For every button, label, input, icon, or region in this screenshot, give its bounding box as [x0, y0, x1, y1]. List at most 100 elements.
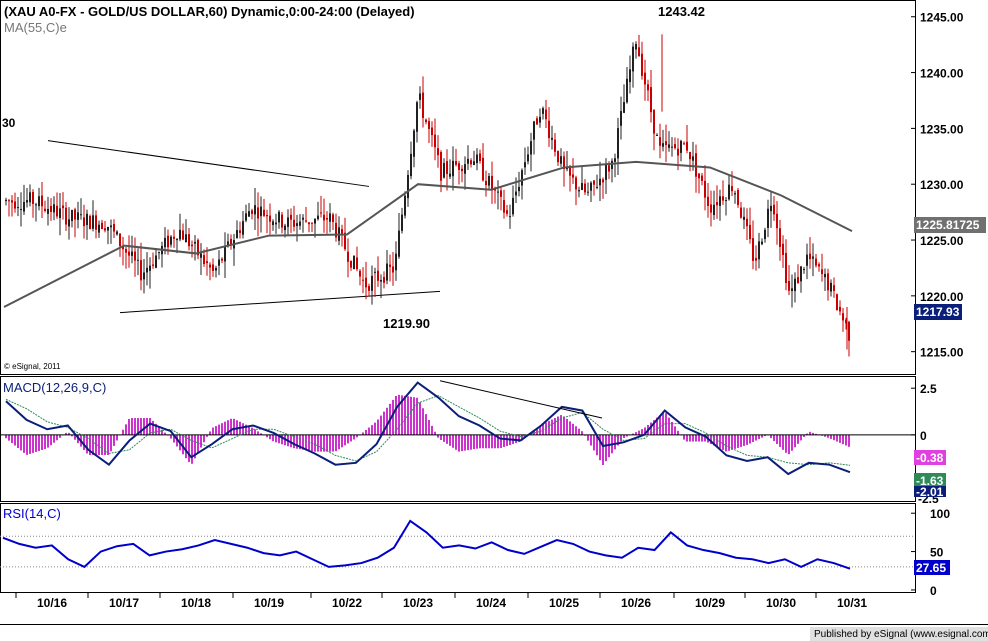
ma-indicator-label: MA(55,C)e [4, 20, 67, 35]
candle-body [38, 196, 40, 207]
candle-body [329, 213, 331, 222]
candle-body [398, 230, 400, 257]
candle-body [671, 146, 673, 148]
macd-histogram-bar [449, 434, 451, 446]
candle-body [86, 213, 88, 225]
candle-body [641, 53, 643, 76]
macd-histogram-bar [656, 417, 658, 435]
macd-histogram-bar [92, 434, 94, 455]
macd-histogram-bar [317, 434, 319, 452]
candle-body [119, 233, 121, 247]
macd-histogram-bar [53, 434, 55, 443]
candle-body [287, 217, 289, 227]
macd-signal-tag-text: -1.63 [916, 474, 944, 488]
date-tick-label: 10/23 [403, 596, 433, 610]
macd-histogram-bar [56, 434, 58, 441]
candle-body [35, 204, 37, 206]
macd-histogram-bar [74, 434, 76, 440]
candle-body [767, 208, 769, 228]
macd-histogram-bar [341, 434, 343, 448]
rsi-line [2, 519, 851, 570]
macd-histogram-bar [185, 434, 187, 459]
candle-body [686, 141, 688, 151]
macd-histogram-bar [206, 434, 208, 437]
rsi-value-tag-box [914, 560, 950, 575]
macd-histogram-bar [653, 420, 655, 435]
macd-histogram-bar [98, 434, 100, 455]
macd-histogram-bar [692, 434, 694, 442]
candle-body [17, 207, 19, 209]
candle-body [440, 151, 442, 181]
candle-body [176, 239, 178, 241]
last-price-tag: 1217.93 [914, 304, 962, 320]
candle-body [785, 253, 787, 283]
rsi-guide-lines [0, 535, 915, 568]
candle-body [545, 109, 547, 120]
candle-body [836, 294, 838, 311]
macd-histogram-bar [500, 434, 502, 448]
candle-body [746, 218, 748, 227]
macd-histogram-bar [173, 434, 175, 443]
candle-body [629, 69, 631, 83]
last-price-tag-text: 1217.93 [916, 305, 960, 319]
macd-histogram-bar [635, 432, 637, 435]
candle-body [455, 160, 457, 165]
candle-body [719, 196, 721, 206]
macd-histogram-bar [131, 418, 133, 435]
macd-histogram-bar [347, 434, 349, 444]
candle-body [239, 230, 241, 233]
candle-body [362, 279, 364, 281]
candle-body [68, 219, 70, 227]
macd-histogram-bar [380, 415, 382, 435]
macd-histogram-bar [677, 430, 679, 435]
candle-body [488, 175, 490, 186]
candle-body [359, 270, 361, 277]
candle-body [8, 200, 10, 202]
candle-body [821, 269, 823, 275]
macd-histogram-bar [362, 432, 364, 435]
macd-histogram-bar [209, 431, 211, 435]
candle-body [788, 280, 790, 291]
candle-body [62, 205, 64, 209]
candle-body [833, 285, 835, 291]
macd-histogram-bar [419, 402, 421, 435]
rsi-y-tick-label: 100 [930, 507, 950, 521]
macd-histogram-bar [308, 434, 310, 451]
candle-body [605, 164, 607, 180]
candle-body [698, 173, 700, 179]
candle-body [308, 222, 310, 225]
macd-histogram-bar [116, 434, 118, 441]
macd-histogram-bar [488, 434, 490, 449]
candle-body [110, 225, 112, 228]
candle-body [134, 251, 136, 261]
candle-body [422, 92, 424, 118]
macd-histogram-bar [575, 426, 577, 435]
date-tick-label: 10/16 [37, 596, 67, 610]
candle-body [704, 180, 706, 198]
candle-body [635, 44, 637, 50]
macd-histogram-bar [371, 425, 373, 435]
candle-body [299, 221, 301, 226]
candle-body [263, 209, 265, 216]
macd-histogram-bar [182, 434, 184, 455]
macd-histogram-bar [20, 434, 22, 451]
macd-histogram-bar [329, 434, 331, 452]
candle-body [575, 177, 577, 190]
candle-body [116, 231, 118, 235]
candle-body [572, 174, 574, 178]
macd-histogram-bar [533, 430, 535, 435]
candle-body [137, 259, 139, 261]
price-y-axis: 1245.00 1240.00 1235.00 1230.00 1225.00 1220.… [911, 11, 964, 360]
candle-body [590, 182, 592, 191]
high-annotation: 1243.42 [658, 4, 705, 19]
candle-body [692, 156, 694, 161]
macd-histogram-bar [17, 434, 19, 448]
candle-body [842, 313, 844, 321]
macd-histogram-bar [566, 418, 568, 435]
candle-body [614, 158, 616, 162]
macd-histogram-bar [671, 421, 673, 435]
candle-body [710, 204, 712, 213]
candle-body [290, 214, 292, 220]
